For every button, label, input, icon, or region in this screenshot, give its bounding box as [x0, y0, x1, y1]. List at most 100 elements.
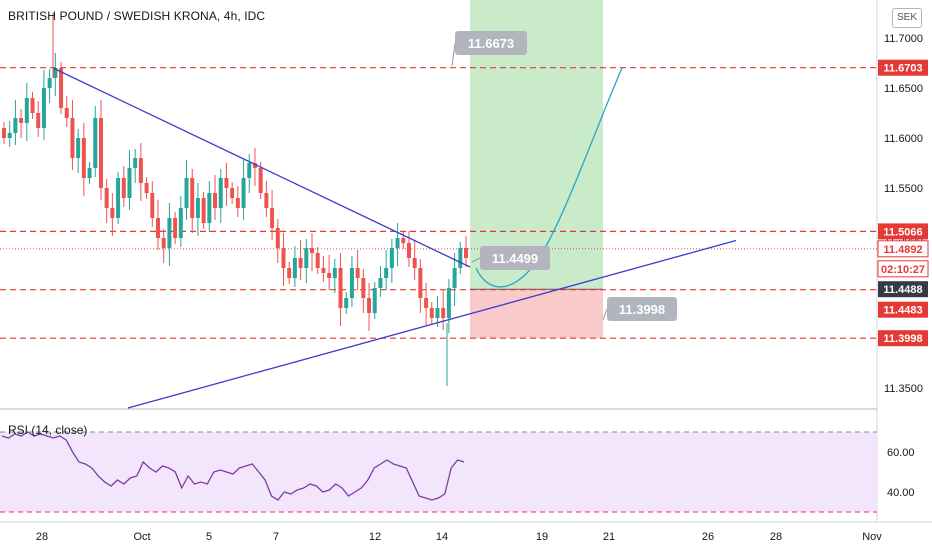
- candle-body-74: [424, 298, 429, 308]
- candle-body-76: [435, 308, 440, 318]
- y-tick-0: 11.3500: [884, 383, 923, 395]
- rsi-title: RSI (14, close): [8, 423, 88, 437]
- candle-body-61: [349, 268, 354, 298]
- candle-body-36: [207, 193, 212, 223]
- candle-body-24: [138, 158, 143, 183]
- candle-body-75: [429, 308, 434, 318]
- y-tick-6: 11.6500: [884, 83, 923, 95]
- candle-body-30: [173, 218, 178, 238]
- candle-body-14: [81, 138, 86, 178]
- rsi-band: [0, 432, 877, 512]
- candle-body-31: [178, 208, 183, 238]
- candle-body-23: [133, 158, 138, 168]
- currency-button[interactable]: SEK: [892, 8, 922, 28]
- callout-target-text: 11.6673: [468, 36, 514, 51]
- candle-body-22: [127, 168, 132, 198]
- candle-body-79: [452, 268, 457, 288]
- callout-low-box: [480, 246, 550, 270]
- callout-stop-text: 11.3998: [619, 302, 665, 317]
- candle-body-58: [332, 268, 337, 278]
- x-tick-10: Nov: [862, 531, 882, 543]
- candle-body-5: [30, 98, 35, 113]
- candle-body-80: [458, 248, 463, 268]
- candle-body-26: [150, 193, 155, 218]
- candle-body-49: [281, 248, 286, 268]
- candle-body-43: [247, 163, 252, 178]
- candle-body-16: [93, 118, 98, 168]
- price-label-bg-1: [878, 223, 928, 240]
- price-label-1: 11.5066: [883, 226, 922, 238]
- candle-body-34: [195, 198, 200, 218]
- candle-body-78: [446, 288, 451, 318]
- loss-zone: [470, 289, 603, 339]
- price-label-0: 11.6703: [883, 63, 922, 75]
- candle-body-65: [372, 288, 377, 313]
- candle-body-52: [298, 258, 303, 268]
- candle-body-12: [70, 118, 75, 158]
- price-label-bg-5: [878, 301, 928, 318]
- trendline-resistance: [52, 67, 471, 268]
- candle-body-50: [287, 268, 292, 278]
- candle-body-28: [161, 238, 166, 248]
- candle-body-47: [270, 208, 275, 228]
- price-label-6: 11.3998: [883, 333, 922, 345]
- x-tick-8: 26: [702, 531, 714, 543]
- candle-body-38: [218, 178, 223, 208]
- candle-body-32: [184, 178, 189, 208]
- projection-curve: [475, 67, 623, 288]
- trendline-support: [127, 239, 737, 409]
- callout-stop-box: [607, 297, 677, 321]
- candle-body-56: [321, 268, 326, 273]
- chart-title: BRITISH POUND / SWEDISH KRONA, 4h, IDC: [8, 9, 266, 23]
- callout-low-text: 11.4499: [492, 251, 538, 266]
- y-tick-5: 11.6000: [884, 133, 923, 145]
- candle-body-0: [2, 128, 6, 138]
- x-tick-5: 14: [436, 531, 448, 543]
- y-tick-7: 11.7000: [884, 33, 923, 45]
- candle-body-53: [304, 248, 309, 268]
- candle-body-27: [156, 218, 160, 238]
- candle-body-42: [241, 178, 246, 208]
- candle-body-45: [258, 168, 263, 193]
- x-tick-4: 12: [369, 531, 381, 543]
- candle-body-18: [104, 188, 109, 208]
- candle-body-20: [116, 178, 121, 218]
- candle-body-46: [264, 193, 269, 208]
- price-label-3: 02:10:27: [881, 264, 925, 276]
- candle-body-3: [19, 118, 24, 123]
- price-label-4: 11.4488: [883, 284, 922, 296]
- candle-body-81: [464, 248, 468, 258]
- candle-body-55: [315, 253, 320, 268]
- candle-body-1: [7, 133, 12, 138]
- price-label-bg-0: [878, 59, 928, 76]
- candle-body-59: [338, 268, 343, 308]
- candle-body-37: [213, 193, 218, 208]
- rsi-line: [1, 431, 465, 501]
- candle-body-10: [59, 68, 64, 108]
- candle-body-39: [224, 178, 229, 188]
- candle-body-51: [292, 258, 297, 278]
- x-tick-3: 7: [273, 531, 279, 543]
- candle-body-8: [47, 78, 52, 88]
- candle-body-54: [310, 248, 314, 253]
- candle-body-29: [167, 218, 172, 248]
- x-tick-2: 5: [206, 531, 212, 543]
- candle-body-17: [98, 118, 103, 188]
- price-label-bg-2: [877, 240, 929, 258]
- candle-body-35: [201, 198, 206, 223]
- x-tick-7: 21: [603, 531, 615, 543]
- candle-body-72: [412, 258, 417, 268]
- price-label-bg-4: [878, 281, 928, 298]
- candle-body-73: [418, 268, 423, 298]
- candle-body-7: [41, 88, 46, 128]
- candle-body-19: [110, 208, 115, 218]
- price-label-bg-6: [878, 330, 928, 347]
- candle-body-11: [64, 108, 69, 118]
- candle-body-2: [13, 118, 18, 133]
- candle-body-25: [144, 183, 149, 193]
- price-label-bg-3: [877, 260, 929, 278]
- candle-body-63: [361, 278, 366, 298]
- candle-body-33: [190, 178, 195, 218]
